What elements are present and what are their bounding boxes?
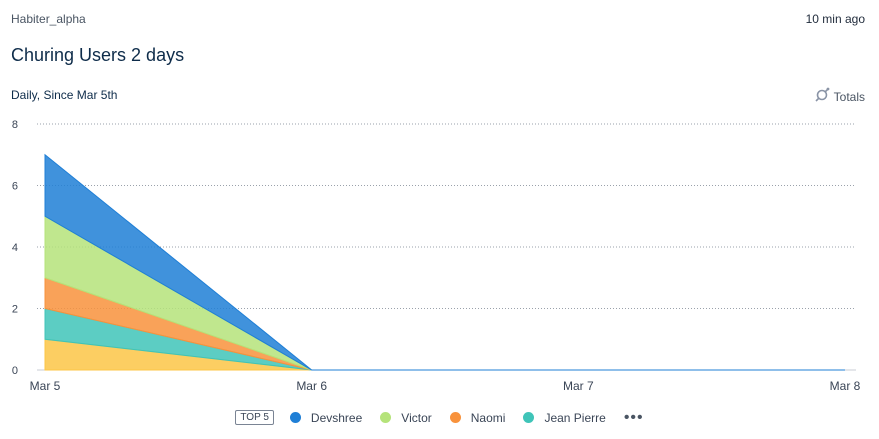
- legend: TOP 5 Devshree Victor Naomi Jean Pierre •••: [0, 408, 879, 426]
- x-tick-label: Mar 6: [296, 379, 327, 393]
- legend-item[interactable]: Jean Pierre: [523, 410, 606, 425]
- legend-item[interactable]: Devshree: [289, 410, 363, 425]
- legend-color-dot: [449, 412, 461, 423]
- legend-color-dot: [523, 412, 535, 423]
- legend-color-dot: [380, 412, 392, 423]
- updated-time: 10 min ago: [805, 12, 865, 26]
- totals-icon: [814, 87, 830, 106]
- legend-item[interactable]: Victor: [380, 410, 432, 425]
- x-tick-label: Mar 5: [30, 379, 61, 393]
- area-series-devshree: [44, 153, 845, 371]
- legend-label: Devshree: [310, 410, 363, 425]
- legend-label: Victor: [401, 410, 432, 425]
- totals-label: Totals: [833, 89, 865, 104]
- legend-label: Jean Pierre: [544, 410, 606, 425]
- top5-button[interactable]: TOP 5: [235, 410, 274, 425]
- y-tick-label: 8: [12, 119, 18, 131]
- legend-color-dot: [289, 412, 301, 423]
- x-tick-label: Mar 8: [830, 379, 861, 393]
- y-tick-label: 6: [12, 181, 18, 193]
- x-tick-label: Mar 7: [563, 379, 594, 393]
- more-series-button[interactable]: •••: [623, 408, 644, 426]
- chart-subtitle: Daily, Since Mar 5th: [11, 88, 118, 102]
- totals-toggle[interactable]: Totals: [814, 87, 865, 106]
- y-tick-label: 2: [12, 304, 18, 316]
- area-chart: 0 2 4 6 8 Mar 5 Mar 6 Mar 7 Mar 8: [12, 119, 861, 393]
- y-tick-label: 0: [12, 365, 18, 377]
- legend-label: Naomi: [470, 410, 506, 425]
- project-name: Habiter_alpha: [11, 12, 86, 26]
- chart-title: Churing Users 2 days: [11, 45, 185, 65]
- legend-items: Devshree Victor Naomi Jean Pierre: [289, 410, 624, 425]
- legend-item[interactable]: Naomi: [449, 410, 506, 425]
- y-tick-label: 4: [12, 242, 18, 254]
